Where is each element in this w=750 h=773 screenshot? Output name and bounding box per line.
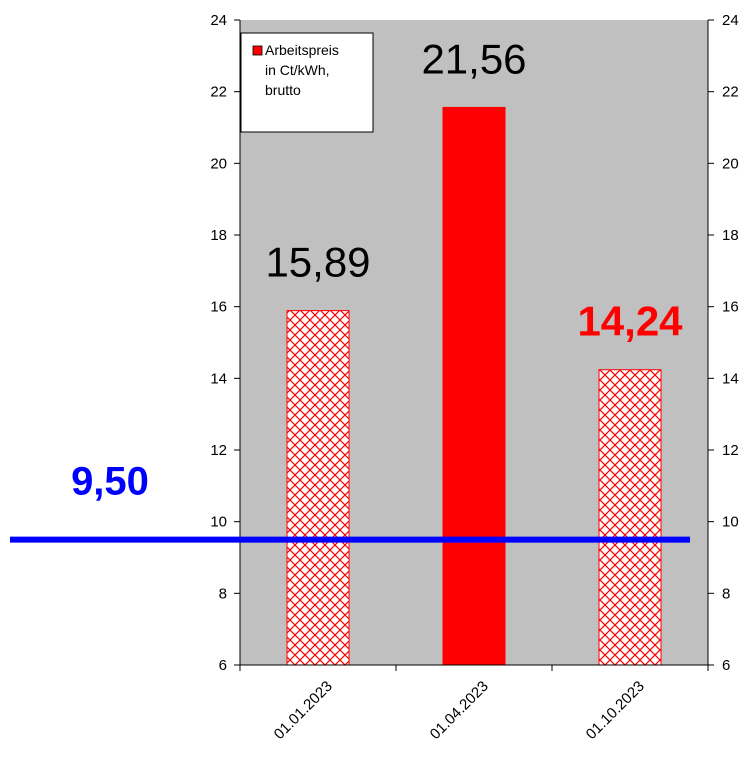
x-tick-label: 01.01.2023 xyxy=(271,678,336,743)
y-tick-label-right: 22 xyxy=(722,84,739,101)
data-label: 14,24 xyxy=(577,298,683,345)
bars-group xyxy=(286,106,662,666)
y-tick-label-left: 12 xyxy=(210,442,227,459)
data-label: 15,89 xyxy=(265,239,370,286)
legend-swatch xyxy=(252,45,263,56)
bar xyxy=(442,106,506,666)
y-tick-label-right: 18 xyxy=(722,227,739,244)
bar xyxy=(286,310,350,666)
bar xyxy=(598,369,662,666)
data-label: 21,56 xyxy=(421,35,526,82)
y-tick-label-right: 24 xyxy=(722,12,739,29)
legend-line-1: Arbeitspreis xyxy=(265,42,339,58)
y-tick-label-left: 6 xyxy=(219,657,227,674)
x-tick-label: 01.04.2023 xyxy=(427,678,492,743)
reference-line-label: 9,50 xyxy=(71,460,149,504)
y-tick-label-left: 10 xyxy=(210,514,227,531)
y-tick-label-right: 20 xyxy=(722,155,739,172)
legend-line-3: brutto xyxy=(265,82,301,98)
y-tick-label-right: 14 xyxy=(722,370,739,387)
legend: Arbeitspreis in Ct/kWh, brutto xyxy=(240,32,374,133)
y-tick-label-right: 12 xyxy=(722,442,739,459)
y-tick-label-right: 6 xyxy=(722,657,730,674)
y-tick-label-left: 18 xyxy=(210,227,227,244)
x-ticks-group: 01.01.2023 01.04.2023 01.10.2023 xyxy=(239,665,709,743)
y-tick-label-right: 10 xyxy=(722,514,739,531)
y-tick-label-right: 8 xyxy=(722,585,730,602)
y-tick-label-left: 8 xyxy=(219,585,227,602)
y-tick-label-left: 24 xyxy=(210,12,227,29)
x-tick-label: 01.10.2023 xyxy=(583,678,648,743)
data-labels-group: 15,89 21,56 14,24 xyxy=(265,35,683,344)
legend-box xyxy=(240,32,374,133)
y-tick-label-left: 14 xyxy=(210,370,227,387)
y-tick-label-left: 16 xyxy=(210,299,227,316)
legend-line-2: in Ct/kWh, xyxy=(265,62,330,78)
y-tick-label-left: 20 xyxy=(210,155,227,172)
y-tick-label-right: 16 xyxy=(722,299,739,316)
reference-line-group: 9,50 xyxy=(10,460,690,543)
y-tick-label-left: 22 xyxy=(210,84,227,101)
y-ticks-group: 6 6 8 8 10 10 12 12 14 14 16 16 18 18 20 20 22 22 24 24 xyxy=(210,12,738,674)
